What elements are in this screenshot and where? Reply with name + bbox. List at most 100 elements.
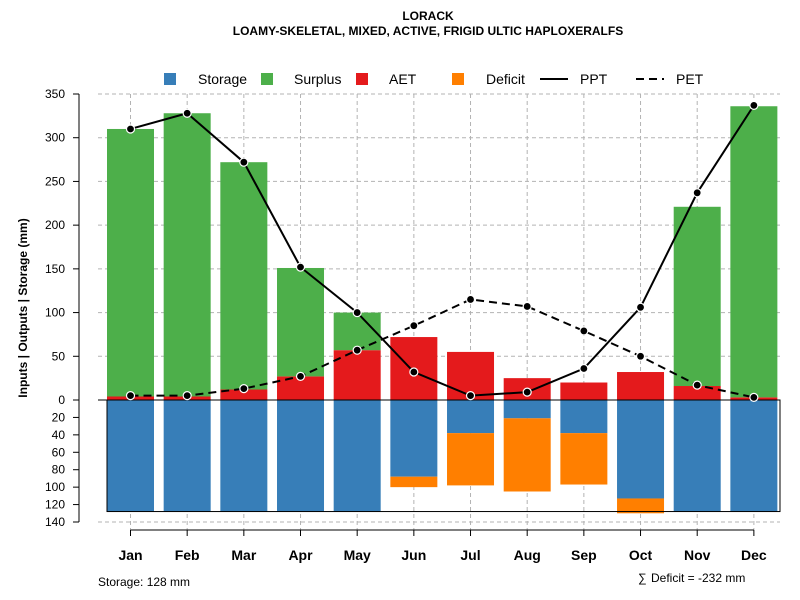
legend: Storage Surplus AET Deficit PPT PET [164,71,704,87]
ppt-point [465,391,476,401]
ppt-point [522,387,532,397]
bars [107,106,778,514]
pet-line [130,298,755,399]
pet-point [125,391,136,401]
ppt-point [692,188,702,198]
ppt-point [125,124,136,134]
storage-bar [220,400,268,512]
aet-bar [617,372,665,400]
y-tick-label: 200 [45,218,65,232]
x-tick-label: Sep [571,547,597,563]
aet-bar [333,350,381,400]
aet-bar [277,376,325,400]
pet-point [635,351,646,361]
surplus-bar [277,267,325,377]
legend-swatch-storage [164,73,176,85]
legend-label-deficit: Deficit [486,71,525,87]
legend-swatch-deficit [452,73,464,85]
aet-bar [673,386,721,400]
sum-icon: ∑ [638,571,647,585]
x-tick-label: Jan [118,547,142,563]
pet-point [352,345,362,355]
deficit-bar [447,433,495,486]
storage-bar [163,400,211,512]
legend-label-storage: Storage [198,71,247,87]
y-tick-label: 250 [45,174,65,188]
x-tick-label: Aug [514,547,541,563]
y-tick-label: 300 [45,131,65,145]
storage-bar [107,400,154,512]
chart-title: LORACK [402,9,454,23]
pet-point [409,321,419,331]
legend-label-ppt: PPT [580,71,608,87]
y-tick-label: 20 [52,410,66,424]
aet-bar [220,389,268,400]
x-tick-label: Apr [288,547,313,563]
surplus-bar [673,206,721,387]
x-tick-label: Jun [401,547,426,563]
y-tick-label: 120 [45,498,65,512]
deficit-bar [503,418,551,492]
storage-bar [730,400,778,512]
legend-label-pet: PET [676,71,704,87]
pet-point [522,301,532,312]
storage-bar [617,400,665,499]
surplus-bar [163,113,211,397]
y-tick-label: 140 [45,515,65,529]
y-axis-label: Inputs | Outputs | Storage (mm) [16,218,30,397]
x-tick-label: Oct [629,547,653,563]
storage-bar [503,400,551,419]
ppt-point [635,302,646,312]
ppt-line [130,104,755,397]
ppt-point [352,307,362,318]
x-tick-label: Feb [175,547,200,563]
ppt-point [749,100,759,110]
surplus-bar [333,312,381,351]
x-tick-label: May [344,547,371,563]
deficit-note: Deficit = -232 mm [651,571,745,585]
legend-swatch-aet [356,73,368,85]
y-tick-label: 100 [45,306,65,320]
storage-bar [673,400,721,512]
tick-labels: 0 50 100 150 200 250 300 350 20 40 60 80 100 120 140 Ja… [45,87,767,563]
ppt-point [182,108,192,118]
series-lines [125,100,759,402]
y-tick-label: 80 [52,463,66,477]
pet-point [692,380,702,390]
y-tick-label: 150 [45,262,65,276]
storage-bar [333,400,381,512]
deficit-bar [617,498,665,514]
surplus-bar [220,162,268,390]
pet-point [579,326,589,336]
pet-point [749,392,759,402]
y-tick-label: 40 [52,428,66,442]
aet-bar [560,382,608,400]
y-tick-label: 50 [52,349,66,363]
ppt-point [409,367,419,377]
axes [73,93,781,536]
pet-point [295,371,306,381]
surplus-bar [107,128,154,397]
y-tick-label: 0 [58,393,65,407]
x-tick-label: Jul [460,547,480,563]
surplus-bar [730,106,778,398]
legend-swatch-surplus [261,73,273,85]
deficit-bar [390,476,438,488]
pet-point [465,294,476,305]
ppt-point [239,157,249,167]
y-tick-label: 100 [45,480,65,494]
pet-point [182,391,192,401]
x-tick-label: Nov [684,547,711,563]
y-tick-label: 60 [52,445,66,459]
chart-subtitle: LOAMY-SKELETAL, MIXED, ACTIVE, FRIGID UL… [233,24,623,38]
legend-label-surplus: Surplus [294,71,341,87]
x-tick-label: Dec [741,547,767,563]
storage-bar [390,400,438,477]
legend-label-aet: AET [389,71,417,87]
storage-bar [447,400,495,434]
ppt-point [579,363,589,374]
deficit-bar [560,433,608,485]
storage-bar [277,400,325,512]
storage-bar [560,400,608,434]
